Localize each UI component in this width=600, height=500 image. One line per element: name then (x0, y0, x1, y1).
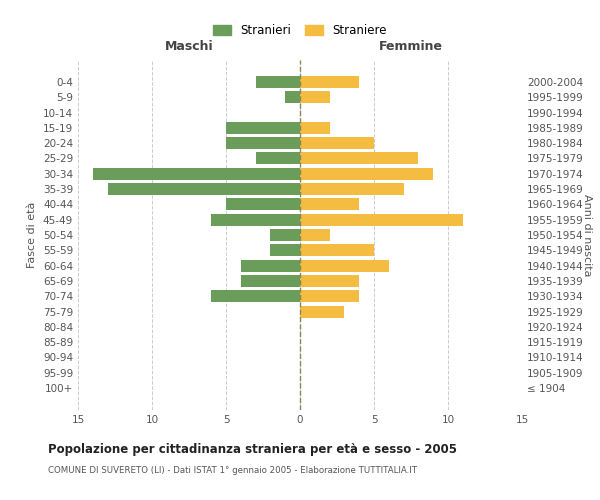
Text: Popolazione per cittadinanza straniera per età e sesso - 2005: Popolazione per cittadinanza straniera p… (48, 442, 457, 456)
Bar (300, 122, 329, 134)
Bar (300, 260, 389, 272)
Bar (300, 244, 374, 256)
Bar (300, 214, 463, 226)
Bar (300, 91, 329, 103)
Bar (285, 91, 300, 103)
Bar (271, 244, 300, 256)
Text: Femmine: Femmine (379, 40, 443, 53)
Bar (241, 275, 300, 287)
Bar (271, 229, 300, 241)
Y-axis label: Anni di nascita: Anni di nascita (582, 194, 592, 276)
Bar (256, 152, 300, 164)
Bar (300, 229, 329, 241)
Text: COMUNE DI SUVERETO (LI) - Dati ISTAT 1° gennaio 2005 - Elaborazione TUTTITALIA.I: COMUNE DI SUVERETO (LI) - Dati ISTAT 1° … (48, 466, 417, 475)
Y-axis label: Fasce di età: Fasce di età (28, 202, 37, 268)
Bar (211, 290, 300, 302)
Legend: Stranieri, Straniere: Stranieri, Straniere (209, 20, 391, 40)
Bar (107, 183, 300, 195)
Bar (300, 76, 359, 88)
Bar (211, 214, 300, 226)
Bar (226, 137, 300, 149)
Bar (300, 168, 433, 179)
Bar (300, 275, 359, 287)
Bar (300, 198, 359, 210)
Bar (300, 306, 344, 318)
Text: Maschi: Maschi (164, 40, 214, 53)
Bar (226, 122, 300, 134)
Bar (300, 290, 359, 302)
Bar (256, 76, 300, 88)
Bar (300, 183, 404, 195)
Bar (300, 152, 418, 164)
Bar (300, 137, 374, 149)
Bar (226, 198, 300, 210)
Bar (241, 260, 300, 272)
Bar (93, 168, 300, 179)
